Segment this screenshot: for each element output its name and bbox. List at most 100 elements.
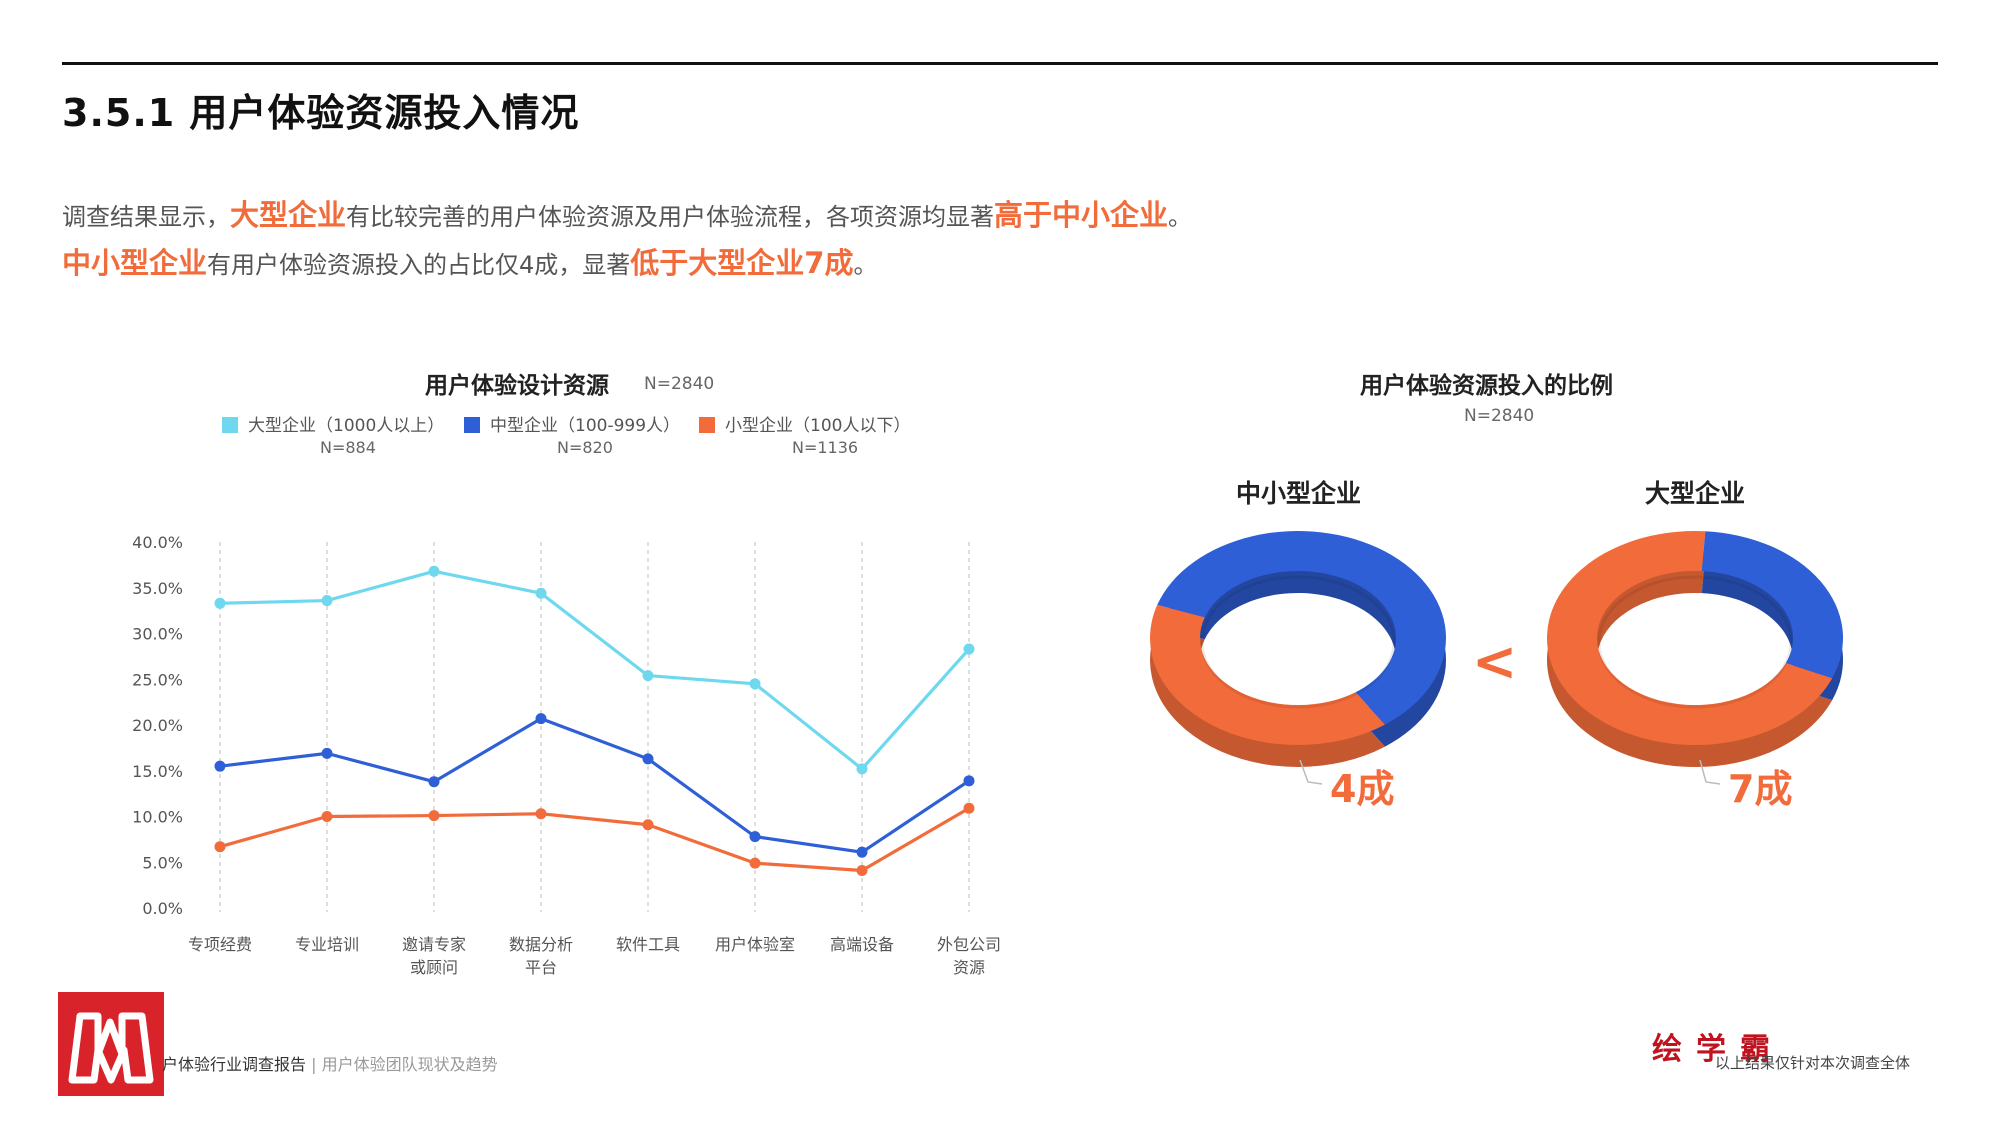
x-tick-label: 外包公司 [937, 935, 1001, 954]
y-tick-label: 35.0% [132, 579, 183, 598]
intro-segment: 。 [1168, 203, 1193, 231]
line-chart-title: 用户体验设计资源 [425, 373, 609, 399]
data-point-small [856, 864, 868, 876]
donut-slice-invested-0 [1150, 604, 1385, 745]
donut-value-sme: 4成 [1330, 767, 1395, 811]
data-point-medium [428, 776, 440, 788]
donut-side-rest-0 [1157, 553, 1446, 747]
y-tick-label: 40.0% [132, 533, 183, 552]
donut-value-large: 7成 [1728, 767, 1793, 811]
donut-leader-large [1699, 759, 1721, 785]
x-tick-label: 平台 [525, 958, 557, 977]
intro-segment: 大型企业 [230, 198, 347, 232]
y-tick-label: 0.0% [142, 899, 183, 918]
series-line-small [219, 806, 970, 873]
intro-line-2: 中小型企业有用户体验资源投入的占比仅4成，显著低于大型企业7成。 [62, 240, 1562, 288]
y-tick-label: 25.0% [132, 670, 183, 689]
data-point-medium [856, 846, 868, 858]
brand-logo [58, 992, 164, 1096]
intro-line-1: 调查结果显示，大型企业有比较完善的用户体验资源及用户体验流程，各项资源均显著高于… [62, 192, 1562, 240]
data-point-small [642, 819, 654, 831]
intro-segment: 低于大型企业7成 [630, 246, 854, 280]
footer-separator: | [306, 1055, 322, 1074]
x-tick-label: 高端设备 [830, 935, 894, 954]
footer-report: 户体验行业调查报告 | 用户体验团队现状及趋势 [162, 1051, 498, 1075]
data-point-small [321, 811, 333, 822]
donut-chart-n: N=2840 [1464, 406, 1535, 426]
x-tick-label: 数据分析 [509, 935, 573, 954]
data-point-large [749, 678, 761, 690]
intro-segment: 。 [853, 251, 878, 279]
data-point-medium [749, 831, 761, 843]
data-point-large [963, 643, 975, 655]
intro-segment: 高于中小企业 [994, 198, 1169, 232]
donut-slice-rest-0 [1157, 531, 1446, 725]
donut-label-sme: 中小型企业 [1236, 479, 1362, 508]
y-tick-label: 30.0% [132, 625, 183, 644]
data-point-medium [963, 775, 975, 787]
data-point-large [856, 763, 868, 775]
legend-swatch-medium [464, 417, 480, 433]
page-title: 3.5.1 用户体验资源投入情况 [62, 91, 580, 135]
y-tick-label: 10.0% [132, 808, 183, 827]
donut-leader-sme [1299, 759, 1323, 785]
line-chart-n: N=2840 [644, 374, 715, 394]
comparison-symbol: < [1472, 630, 1518, 693]
legend-label-large: 大型企业（1000人以上） [248, 416, 445, 436]
intro-text: 调查结果显示，大型企业有比较完善的用户体验资源及用户体验流程，各项资源均显著高于… [62, 192, 1562, 288]
x-tick-label: 邀请专家 [402, 935, 466, 954]
x-tick-label: 软件工具 [616, 935, 680, 954]
donut-slice-invested-1 [1547, 530, 1833, 745]
data-point-large [214, 597, 226, 609]
intro-segment: 中小型企业 [62, 246, 208, 280]
data-point-small [963, 802, 975, 814]
donut-chart-title: 用户体验资源投入的比例 [1360, 373, 1613, 399]
footer-brand: 绘学霸 [1652, 1032, 1784, 1067]
donut-label-large: 大型企业 [1645, 479, 1746, 508]
y-tick-label: 5.0% [142, 853, 183, 872]
x-tick-label: 专业培训 [295, 935, 359, 954]
data-point-large [535, 587, 547, 599]
logo-w-icon [68, 1012, 154, 1084]
legend-large: 大型企业（1000人以上） [222, 411, 444, 436]
donut-hole-rim-0 [1200, 575, 1396, 709]
data-point-medium [321, 747, 333, 759]
data-point-small [749, 857, 761, 869]
y-tick-label: 20.0% [132, 716, 183, 735]
data-point-medium [535, 713, 547, 725]
footer-report-subtitle: 用户体验团队现状及趋势 [321, 1055, 498, 1074]
legend-n-large: N=884 [320, 438, 376, 457]
data-point-large [642, 670, 654, 682]
data-point-large [321, 595, 333, 607]
legend-medium: 中型企业（100-999人） [464, 411, 680, 436]
x-tick-label: 或顾问 [410, 958, 458, 977]
footer-report-title: 户体验行业调查报告 [162, 1055, 307, 1074]
legend-small: 小型企业（100人以下） [699, 411, 910, 436]
x-tick-label: 用户体验室 [715, 935, 795, 954]
series-line-medium [219, 716, 970, 854]
series-line-large [219, 569, 971, 771]
footer-note: 以上结果仅针对本次调查全体 [1715, 1054, 1911, 1072]
data-point-medium [214, 760, 226, 772]
data-point-medium [642, 753, 654, 765]
legend-swatch-small [699, 417, 715, 433]
legend-n-medium: N=820 [557, 438, 613, 457]
donut-hole-rim-1 [1597, 575, 1793, 709]
data-point-small [214, 841, 226, 853]
legend-label-medium: 中型企业（100-999人） [490, 416, 681, 436]
top-divider [62, 62, 1938, 65]
legend-label-small: 小型企业（100人以下） [725, 416, 911, 436]
data-point-small [428, 810, 440, 822]
donut-slice-rest-1 [1701, 531, 1843, 679]
data-point-small [535, 808, 547, 820]
intro-segment: 调查结果显示， [62, 203, 230, 231]
x-tick-label: 资源 [953, 958, 985, 977]
intro-segment: 有用户体验资源投入的占比仅4成，显著 [207, 251, 631, 279]
intro-segment: 有比较完善的用户体验资源及用户体验流程，各项资源均显著 [346, 203, 995, 231]
legend-swatch-large [222, 417, 238, 433]
data-point-large [428, 565, 440, 577]
x-tick-label: 专项经费 [188, 935, 252, 954]
y-tick-label: 15.0% [132, 762, 183, 781]
legend-n-small: N=1136 [792, 438, 859, 457]
